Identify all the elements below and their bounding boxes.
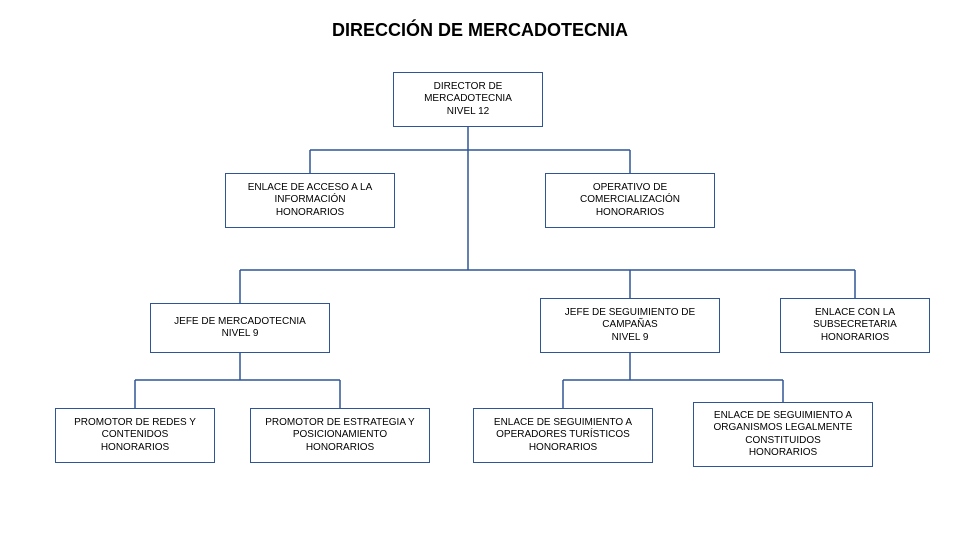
node-promotor-estrategia: PROMOTOR DE ESTRATEGIA Y POSICIONAMIENTO… (250, 408, 430, 463)
node-line: NIVEL 12 (447, 106, 489, 119)
node-line: HONORARIOS (596, 207, 664, 220)
node-line: SUBSECRETARIA (813, 319, 897, 332)
node-line: ENLACE DE SEGUIMIENTO A (714, 410, 852, 423)
node-line: PROMOTOR DE ESTRATEGIA Y (265, 417, 414, 430)
node-line: OPERADORES TURÍSTICOS (496, 429, 630, 442)
node-jefe-mercadotecnia: JEFE DE MERCADOTECNIA NIVEL 9 (150, 303, 330, 353)
node-jefe-seguimiento: JEFE DE SEGUIMIENTO DE CAMPAÑAS NIVEL 9 (540, 298, 720, 353)
node-enlace-operadores: ENLACE DE SEGUIMIENTO A OPERADORES TURÍS… (473, 408, 653, 463)
node-enlace-organismos: ENLACE DE SEGUIMIENTO A ORGANISMOS LEGAL… (693, 402, 873, 467)
node-line: CONTENIDOS (102, 429, 169, 442)
node-line: NIVEL 9 (222, 328, 259, 341)
node-line: POSICIONAMIENTO (293, 429, 387, 442)
node-line: COMERCIALIZACIÓN (580, 194, 680, 207)
node-operativo: OPERATIVO DE COMERCIALIZACIÓN HONORARIOS (545, 173, 715, 228)
node-enlace-informacion: ENLACE DE ACCESO A LA INFORMACIÓN HONORA… (225, 173, 395, 228)
node-line: ENLACE DE ACCESO A LA (248, 182, 373, 195)
node-line: MERCADOTECNIA (424, 93, 512, 106)
node-enlace-subsecretaria: ENLACE CON LA SUBSECRETARIA HONORARIOS (780, 298, 930, 353)
node-line: HONORARIOS (101, 442, 169, 455)
node-line: DIRECTOR DE (434, 81, 503, 94)
page-title: DIRECCIÓN DE MERCADOTECNIA (0, 20, 960, 41)
node-director: DIRECTOR DE MERCADOTECNIA NIVEL 12 (393, 72, 543, 127)
node-line: JEFE DE SEGUIMIENTO DE (565, 307, 695, 320)
node-line: JEFE DE MERCADOTECNIA (174, 316, 306, 329)
node-line: PROMOTOR DE REDES Y (74, 417, 196, 430)
node-promotor-redes: PROMOTOR DE REDES Y CONTENIDOS HONORARIO… (55, 408, 215, 463)
node-line: NIVEL 9 (612, 332, 649, 345)
node-line: INFORMACIÓN (274, 194, 345, 207)
node-line: ORGANISMOS LEGALMENTE (714, 422, 853, 435)
node-line: ENLACE DE SEGUIMIENTO A (494, 417, 632, 430)
node-line: OPERATIVO DE (593, 182, 667, 195)
node-line: HONORARIOS (529, 442, 597, 455)
node-line: HONORARIOS (749, 447, 817, 460)
node-line: ENLACE CON LA (815, 307, 895, 320)
node-line: HONORARIOS (276, 207, 344, 220)
node-line: CAMPAÑAS (602, 319, 657, 332)
node-line: HONORARIOS (306, 442, 374, 455)
node-line: CONSTITUIDOS (745, 435, 821, 448)
node-line: HONORARIOS (821, 332, 889, 345)
